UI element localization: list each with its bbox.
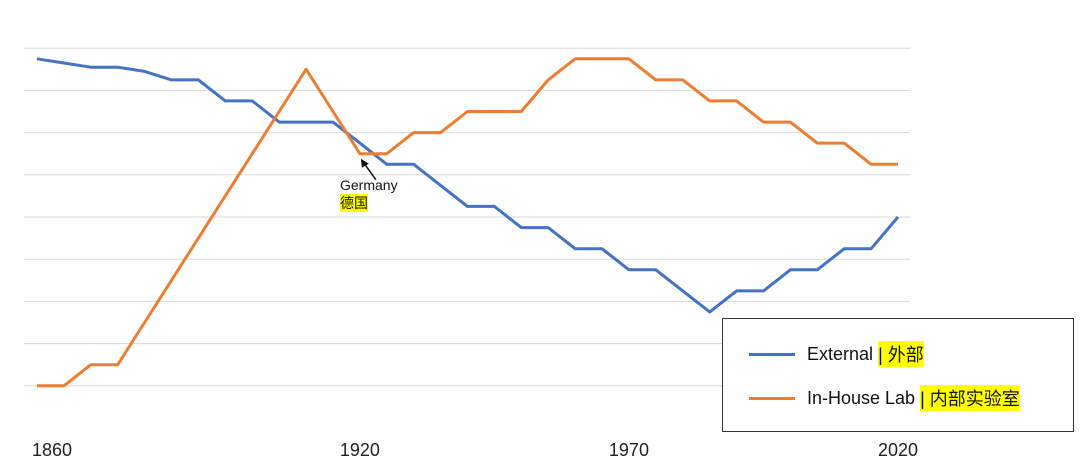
series-lines <box>36 57 900 388</box>
annotation-text-en: Germany <box>340 177 398 193</box>
legend: External | 外部 In-House Lab | 内部实验室 <box>722 318 1074 432</box>
legend-item-external: External | 外部 <box>749 341 924 367</box>
series-line-in-house-lab <box>37 57 898 388</box>
x-tick-label: 1860 <box>32 440 72 460</box>
annotation-arrow <box>360 158 377 181</box>
annotation-germany: Germany 德国 <box>340 176 398 212</box>
legend-label-external-zh: | 外部 <box>878 341 924 367</box>
legend-label-in-house-lab: In-House Lab <box>807 387 916 408</box>
annotation-arrow-head <box>360 158 369 168</box>
x-tick-label: 2020 <box>878 440 918 460</box>
legend-swatch-in-house-lab <box>749 396 795 400</box>
series-line-external <box>36 57 900 314</box>
x-axis-tick-labels: 1860 1920 1970 2020 <box>32 440 918 460</box>
legend-swatch-external <box>749 352 795 356</box>
gridlines <box>24 47 910 387</box>
legend-item-in-house-lab: In-House Lab | 内部实验室 <box>749 385 1020 411</box>
legend-label-in-house-lab-zh: | 内部实验室 <box>920 385 1020 411</box>
x-tick-label: 1920 <box>340 440 380 460</box>
annotation-text-zh: 德国 <box>340 194 368 212</box>
legend-label-external: External <box>807 343 874 364</box>
x-tick-label: 1970 <box>609 440 649 460</box>
